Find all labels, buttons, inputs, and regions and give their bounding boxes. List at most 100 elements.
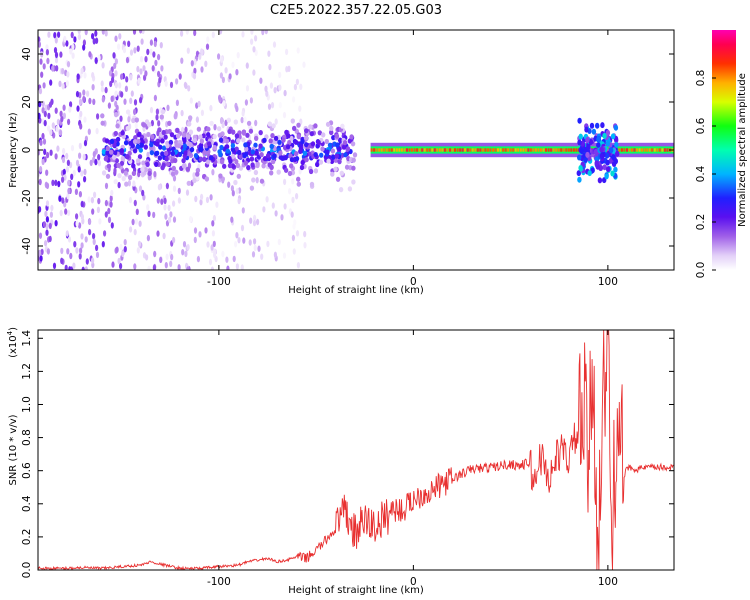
snr-y-ticks: 0.0 0.2 0.4 0.6 0.8 1.0 1.2 1.4	[21, 330, 674, 578]
spectrogram-cell	[165, 182, 169, 190]
spectrogram-cell	[289, 135, 294, 141]
spectrogram-cell	[165, 253, 169, 260]
spectrogram-cell	[142, 65, 146, 72]
spectrogram-cell	[228, 158, 233, 164]
spectrogram-cell	[68, 106, 72, 113]
spectrogram-cell	[599, 153, 604, 160]
snr-y-tick-label: 0.2	[21, 529, 33, 546]
spectrogram-cell	[222, 163, 227, 169]
spectrogram-cell	[125, 76, 129, 83]
spectrogram-cell	[159, 42, 163, 49]
spectrogram-cell	[153, 94, 157, 102]
spectrogram-cell	[268, 138, 273, 144]
spectrogram-cell	[588, 139, 594, 145]
spectrogram-cell	[339, 170, 344, 176]
spectrogram-cell	[83, 72, 87, 79]
spectrogram-cell	[62, 147, 66, 155]
spectrogram-cell	[221, 250, 225, 258]
spectrogram-cell	[274, 118, 278, 125]
spectrogram-carrier-cell	[449, 148, 451, 152]
spectrogram-cell	[133, 263, 137, 270]
spectrogram-cell	[265, 196, 269, 203]
spectrogram-cell	[49, 211, 54, 218]
spectrogram-cell	[269, 143, 274, 150]
spectrogram-cell	[253, 244, 257, 252]
spectrogram-cell	[88, 97, 92, 105]
spectrogram-cell	[139, 142, 144, 148]
spectrogram-cell	[212, 214, 216, 222]
spectrogram-cell	[109, 149, 114, 155]
spectrogram-cell	[241, 31, 245, 38]
spectrogram-cell	[105, 150, 110, 156]
spectrogram-cell	[269, 82, 273, 89]
spectrogram-cell	[50, 204, 54, 212]
spectrogram-carrier-cell	[547, 148, 550, 152]
spectrogram-cell	[248, 239, 252, 246]
spectrogram-x-tick-label: 0	[410, 276, 417, 288]
spectrogram-cell	[295, 230, 300, 237]
spectrogram-cell	[212, 240, 216, 248]
spectrogram-y-axis-label: Frequency (Hz)	[8, 112, 19, 188]
spectrogram-cell	[114, 90, 118, 97]
spectrogram-cell	[77, 181, 81, 188]
spectrogram-cell	[192, 73, 197, 80]
spectrogram-cell	[246, 120, 252, 126]
spectrogram-cell	[291, 196, 295, 204]
spectrogram-cell	[44, 210, 48, 218]
spectrogram-cell	[290, 118, 295, 124]
spectrogram-cell	[299, 164, 305, 171]
spectrogram-cell	[194, 195, 198, 203]
spectrogram-cell	[172, 216, 177, 223]
spectrogram-cell	[182, 143, 188, 149]
spectrogram-cell	[131, 218, 135, 226]
spectrogram-cell	[160, 65, 164, 72]
spectrogram-carrier-cell	[497, 148, 499, 152]
spectrogram-cell	[160, 165, 165, 171]
spectrogram-cell	[51, 65, 55, 72]
spectrogram-carrier-cell	[421, 148, 424, 152]
spectrogram-cell	[69, 101, 73, 108]
spectrogram-cell	[331, 154, 336, 160]
spectrogram-cell	[164, 262, 168, 269]
spectrogram-cell	[614, 141, 619, 148]
spectrogram-cell	[602, 164, 607, 171]
spectrogram-cell	[329, 158, 335, 164]
spectrogram-cell	[38, 149, 41, 156]
spectrogram-carrier-cell	[400, 148, 403, 152]
spectrogram-cell	[273, 251, 277, 258]
spectrogram-cell	[303, 242, 307, 249]
spectrogram-cell	[61, 83, 65, 90]
spectrogram-cell	[158, 144, 163, 150]
spectrogram-cell	[281, 137, 286, 143]
spectrogram-cell	[171, 165, 176, 171]
spectrogram-cell	[227, 128, 232, 135]
spectrogram-cell	[177, 197, 181, 204]
spectrogram-cell	[330, 171, 335, 177]
spectrogram-carrier-cell	[636, 148, 639, 152]
spectrogram-cell	[231, 129, 236, 135]
spectrogram-cell	[139, 97, 143, 104]
spectrogram-cell	[273, 87, 277, 94]
spectrogram-cell	[77, 166, 81, 173]
spectrogram-cell	[49, 79, 53, 86]
spectrogram-cell	[129, 226, 133, 233]
spectrogram-cell	[270, 159, 276, 165]
spectrogram-carrier-cell	[464, 148, 467, 152]
spectrogram-cell	[259, 77, 263, 84]
spectrogram-cell	[163, 197, 167, 205]
spectrogram-cell	[66, 159, 70, 166]
spectrogram-carrier-cell	[395, 148, 398, 152]
spectrogram-cell	[161, 145, 167, 151]
spectrogram-cell	[103, 230, 107, 237]
spectrogram-carrier-cell	[441, 148, 444, 152]
spectrogram-carrier-cell	[390, 148, 393, 152]
spectrogram-cell	[200, 66, 204, 73]
spectrogram-cell	[188, 141, 193, 148]
spectrogram-cell	[45, 200, 50, 207]
spectrogram-cell	[79, 110, 83, 118]
spectrogram-cell	[240, 264, 244, 270]
spectrogram-cell	[226, 117, 231, 123]
spectrogram-cell	[198, 134, 203, 140]
spectrogram-cell	[57, 31, 61, 38]
spectrogram-cell	[62, 104, 66, 111]
